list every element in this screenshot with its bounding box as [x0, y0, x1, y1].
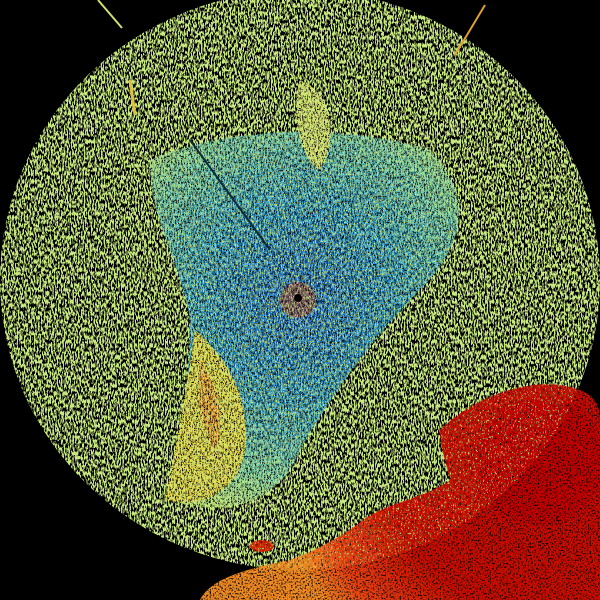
- spoke: [454, 4, 486, 56]
- storm-cell: [200, 384, 600, 600]
- beam-line: [189, 139, 271, 251]
- spoke: [128, 79, 137, 116]
- radar-site: [280, 282, 316, 318]
- clear-air-echo: [150, 80, 459, 508]
- spoke: [97, 0, 123, 29]
